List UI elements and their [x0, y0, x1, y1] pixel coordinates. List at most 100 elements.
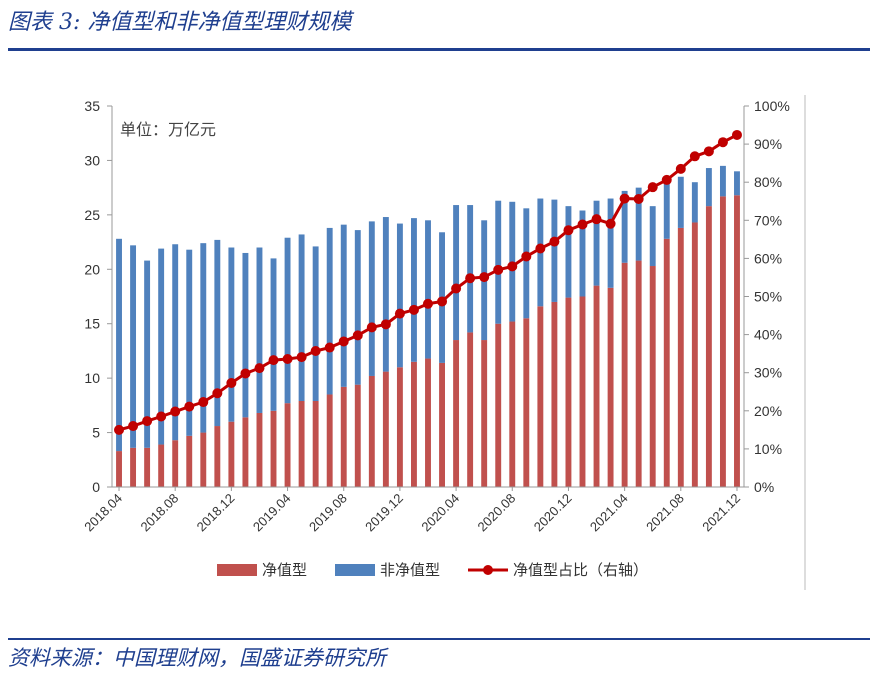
ratio-point — [605, 218, 616, 229]
ratio-point — [408, 304, 419, 315]
bar-non-net-value — [677, 176, 684, 228]
ratio-point — [479, 272, 490, 283]
source-note: 资料来源：中国理财网，国盛证券研究所 — [8, 646, 386, 670]
x-tick-label: 2020.04 — [418, 491, 462, 535]
ratio-point — [240, 368, 251, 379]
ratio-point — [268, 355, 279, 366]
bar-non-net-value — [635, 187, 642, 261]
bar-net-value — [565, 297, 572, 487]
bar-non-net-value — [691, 182, 698, 223]
title-rule — [8, 48, 870, 51]
bar-net-value — [635, 260, 642, 487]
x-tick-label: 2021.12 — [699, 491, 743, 535]
bar-net-value — [256, 412, 263, 487]
bar-non-net-value — [144, 260, 151, 448]
bar-net-value — [326, 394, 333, 487]
bar-net-value — [382, 371, 389, 487]
bar-net-value — [144, 447, 151, 487]
bar-net-value — [411, 361, 417, 487]
ratio-point — [731, 129, 742, 140]
ratio-point — [437, 296, 448, 307]
left-tick-label: 20 — [84, 261, 100, 277]
bar-net-value — [705, 206, 712, 488]
bar-net-value — [172, 440, 179, 487]
ratio-point — [338, 336, 349, 347]
bar-non-net-value — [172, 244, 179, 441]
x-tick-label: 2018.08 — [137, 491, 181, 535]
unit-label: 单位：万亿元 — [120, 120, 216, 139]
ratio-point — [451, 283, 462, 294]
bar-non-net-value — [242, 252, 249, 418]
ratio-point — [324, 342, 335, 353]
ratio-point — [633, 193, 644, 204]
bar-non-net-value — [256, 247, 263, 413]
bar-net-value — [354, 384, 361, 487]
bar-non-net-value — [312, 246, 319, 402]
bars-layer — [116, 165, 740, 488]
right-tick-label: 90% — [754, 136, 782, 152]
bar-non-net-value — [467, 205, 474, 333]
bar-net-value — [495, 323, 502, 487]
left-tick-label: 15 — [84, 316, 100, 332]
bar-non-net-value — [130, 245, 137, 448]
figure-title: 图表 3: 净值型和非净值型理财规模 — [8, 10, 352, 35]
ratio-line-layer — [114, 129, 742, 435]
bar-net-value — [593, 285, 600, 487]
x-tick-label: 2018.12 — [194, 491, 238, 535]
bar-net-value — [186, 435, 193, 487]
bar-non-net-value — [411, 218, 417, 362]
ratio-point — [170, 406, 181, 417]
bar-non-net-value — [523, 208, 530, 319]
bar-net-value — [130, 447, 137, 487]
chart-area: 0 5 10 15 20 25 30 35 0% 10% 20% 30% 40% 50% 60% 70% 80%… — [81, 95, 806, 590]
left-tick-label: 35 — [84, 98, 100, 114]
bar-net-value — [312, 401, 319, 487]
bar-non-net-value — [382, 217, 389, 372]
right-tick-label: 30% — [754, 365, 782, 381]
x-tick-label: 2020.08 — [475, 491, 519, 535]
ratio-point — [563, 225, 574, 236]
ratio-point — [128, 421, 139, 432]
ratio-point — [366, 322, 377, 333]
x-tick-label: 2019.08 — [306, 491, 350, 535]
bar-non-net-value — [495, 200, 502, 324]
bar-non-net-value — [663, 178, 670, 239]
bar-net-value — [691, 222, 698, 487]
bar-non-net-value — [396, 223, 403, 368]
left-tick-label: 30 — [84, 152, 100, 168]
left-tick-label: 10 — [84, 370, 100, 386]
bar-net-value — [368, 375, 375, 487]
ratio-point — [254, 363, 265, 374]
bar-non-net-value — [453, 205, 460, 341]
bar-net-value — [439, 362, 445, 487]
ratio-point — [156, 411, 167, 422]
ratio-point — [535, 243, 546, 254]
bar-net-value — [396, 367, 403, 487]
bar-non-net-value — [705, 168, 712, 207]
bar-non-net-value — [298, 234, 305, 402]
bar-non-net-value — [593, 200, 600, 286]
bar-net-value — [242, 417, 249, 487]
bar-non-net-value — [425, 220, 431, 359]
ratio-point — [282, 353, 293, 364]
ratio-point — [507, 261, 518, 272]
ratio-point — [465, 273, 476, 284]
bar-net-value — [719, 196, 726, 487]
ratio-point — [549, 236, 560, 247]
bar-non-net-value — [719, 165, 726, 197]
x-tick-label: 2020.12 — [531, 491, 575, 535]
bar-net-value — [158, 444, 165, 487]
bar-net-value — [677, 227, 684, 488]
legend-swatch-ratio-point — [483, 565, 493, 575]
bar-non-net-value — [579, 210, 586, 297]
ratio-point — [661, 174, 672, 185]
ratio-point — [296, 352, 307, 363]
bar-non-net-value — [228, 247, 235, 422]
chart-legend: 净值型 非净值型 净值型占比（右轴） — [217, 561, 648, 579]
bar-non-net-value — [340, 224, 347, 387]
right-tick-label: 40% — [754, 327, 782, 343]
bar-net-value — [734, 195, 740, 487]
ratio-point — [423, 298, 433, 309]
x-tick-label: 2021.04 — [587, 491, 631, 535]
x-tick-label: 2018.04 — [81, 491, 125, 535]
